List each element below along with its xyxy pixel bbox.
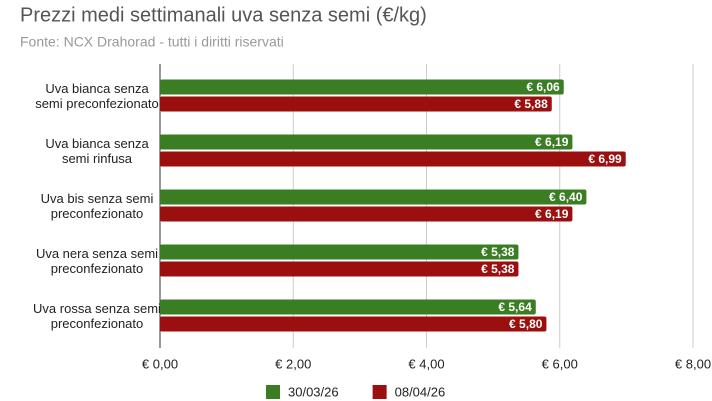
- y-tick-label: Uva nera senza semi preconfezionato: [35, 245, 159, 276]
- bar: [160, 316, 547, 332]
- bar: [160, 79, 564, 95]
- y-tick-label: Uva rossa senza semi preconfezionato: [33, 300, 161, 331]
- y-tick-label: Uva bianca senza semi rinfusa: [45, 135, 149, 166]
- bar: [160, 96, 552, 112]
- bar: [160, 261, 519, 277]
- bar: [160, 244, 519, 260]
- value-label: € 6,40: [549, 190, 583, 204]
- value-label: € 6,06: [526, 80, 560, 94]
- value-label: € 5,64: [498, 300, 532, 314]
- x-tick-label: € 2,00: [275, 356, 311, 371]
- bar: [160, 206, 573, 222]
- y-tick-label: Uva bianca senza semi preconfezionato: [35, 80, 159, 111]
- legend-swatch: [266, 385, 280, 399]
- legend-label: 30/03/26: [288, 384, 339, 399]
- value-label: € 6,99: [588, 152, 622, 166]
- x-tick-label: € 4,00: [408, 356, 444, 371]
- value-label: € 6,19: [535, 135, 569, 149]
- value-label: € 5,80: [509, 317, 543, 331]
- legend-label: 08/04/26: [395, 384, 446, 399]
- value-label: € 5,38: [481, 262, 515, 276]
- bar: [160, 151, 626, 167]
- bar: [160, 189, 587, 205]
- bar: [160, 299, 536, 315]
- x-tick-label: € 6,00: [542, 356, 578, 371]
- value-label: € 5,38: [481, 245, 515, 259]
- x-tick-label: € 0,00: [142, 356, 178, 371]
- chart-title: Prezzi medi settimanali uva senza semi (…: [20, 4, 427, 26]
- chart-subtitle: Fonte: NCX Drahorad - tutti i diritti ri…: [20, 34, 284, 50]
- value-label: € 5,88: [514, 97, 548, 111]
- bar: [160, 134, 573, 150]
- x-tick-label: € 8,00: [675, 356, 711, 371]
- value-label: € 6,19: [535, 207, 569, 221]
- legend-swatch: [372, 385, 387, 399]
- y-tick-label: Uva bis senza semi preconfezionato: [40, 190, 154, 221]
